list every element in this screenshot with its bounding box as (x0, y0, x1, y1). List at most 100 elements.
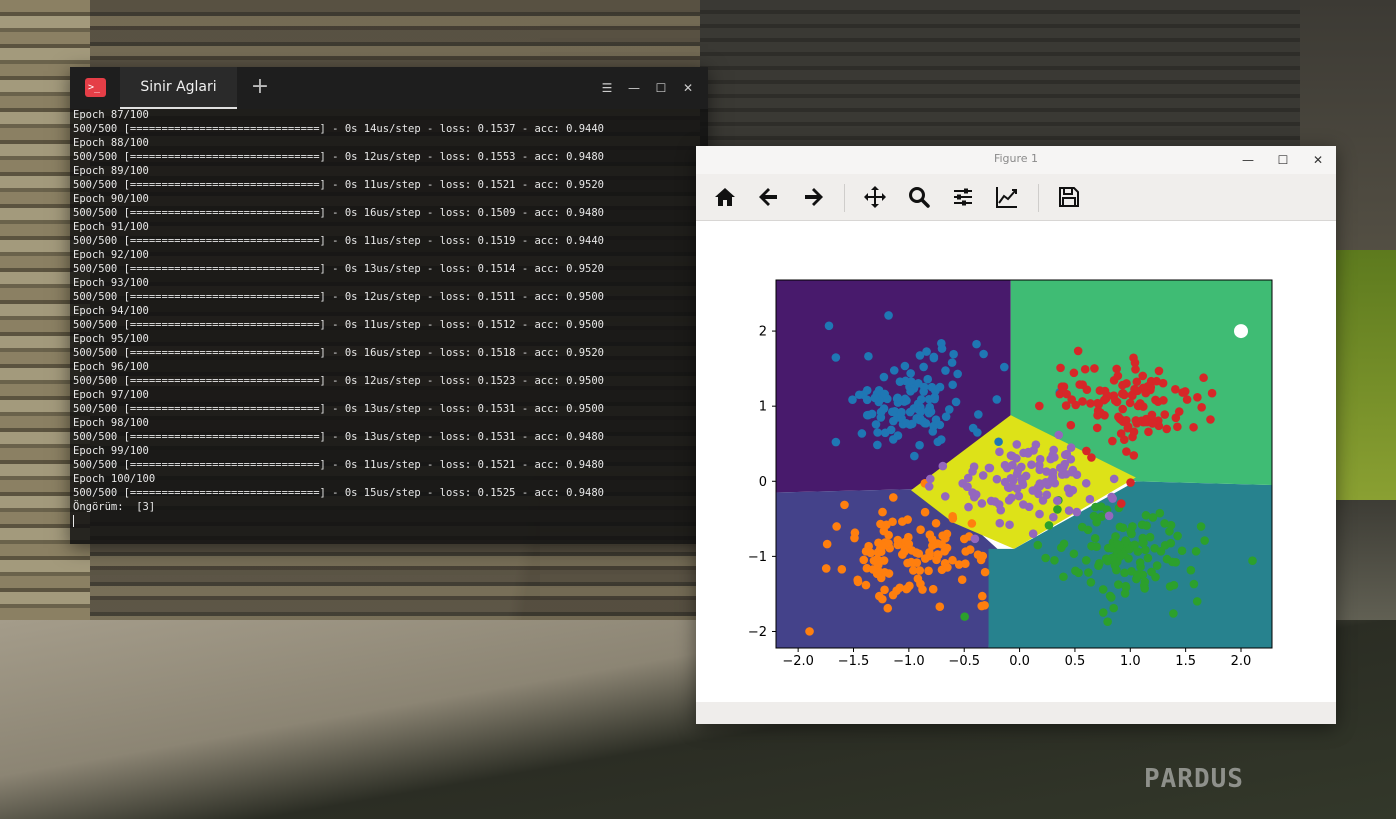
data-point (1066, 443, 1076, 452)
data-point (1083, 525, 1093, 535)
data-point (978, 471, 988, 480)
data-point (944, 405, 954, 414)
data-point (1155, 508, 1165, 518)
terminal-line: 500/500 [==============================]… (73, 151, 605, 163)
data-point (805, 627, 814, 636)
data-point (1131, 365, 1140, 374)
data-point (992, 474, 1002, 484)
data-point (1035, 454, 1045, 464)
data-point (1100, 386, 1110, 396)
chart-canvas[interactable]: −2.0 −1.5 −1.0 −0.5 0.0 0.5 1.0 1.5 2.0 −2 −1 0 1 2 (696, 220, 1336, 702)
terminal-line: 500/500 [==============================]… (73, 375, 605, 387)
data-point (1206, 415, 1215, 424)
data-point (870, 393, 880, 403)
data-point (961, 559, 970, 569)
data-point (1080, 364, 1090, 374)
data-point (1116, 499, 1126, 508)
data-point (1193, 393, 1202, 402)
subplots-icon[interactable] (948, 182, 978, 212)
terminal-menu-button[interactable]: ☰ (601, 81, 613, 95)
figure-close-button[interactable]: ✕ (1312, 153, 1324, 167)
back-arrow-icon[interactable] (754, 182, 784, 212)
data-point (831, 437, 841, 447)
data-point (1148, 513, 1158, 522)
data-point (1171, 384, 1180, 394)
data-point (925, 547, 934, 557)
data-point (1031, 440, 1041, 449)
data-point (1133, 386, 1142, 396)
data-point (1151, 395, 1160, 405)
data-point (1109, 603, 1118, 613)
data-point (920, 507, 930, 517)
data-point (935, 602, 945, 611)
terminal-maximize-button[interactable]: ☐ (655, 81, 667, 95)
data-point (1112, 397, 1122, 407)
terminal-output[interactable]: Epoch 87/100 500/500 [===================… (73, 108, 705, 538)
data-point (1041, 477, 1051, 487)
data-point (1086, 578, 1096, 587)
edit-axes-icon[interactable] (992, 182, 1022, 212)
data-point (919, 362, 928, 372)
data-point (1122, 447, 1131, 456)
data-point (871, 420, 881, 429)
data-point (1081, 478, 1091, 488)
data-point (1058, 382, 1068, 392)
data-point (1121, 536, 1130, 545)
figure-maximize-button[interactable]: ☐ (1277, 153, 1289, 167)
data-point (872, 569, 882, 579)
data-point (959, 534, 969, 544)
data-point (1129, 451, 1139, 460)
data-point (1173, 531, 1182, 541)
pan-icon[interactable] (860, 182, 890, 212)
data-point (861, 580, 871, 590)
data-point (1053, 505, 1062, 514)
data-point (883, 603, 893, 613)
data-point (921, 419, 931, 428)
data-point (1046, 454, 1055, 464)
terminal-window[interactable]: >_ Sinir Aglari + ☰ — ☐ ✕ Epoch 87/100 50… (70, 67, 708, 544)
zoom-icon[interactable] (904, 182, 934, 212)
save-icon[interactable] (1054, 182, 1084, 212)
data-point (873, 428, 882, 437)
data-point (1162, 554, 1172, 564)
data-point (961, 547, 970, 556)
figure-minimize-button[interactable]: — (1242, 153, 1254, 167)
terminal-close-button[interactable]: ✕ (682, 81, 694, 95)
data-point (911, 548, 921, 557)
data-point (1028, 486, 1038, 495)
terminal-titlebar[interactable]: >_ Sinir Aglari + ☰ — ☐ ✕ (70, 67, 708, 109)
data-point (1097, 512, 1106, 521)
data-point (878, 507, 887, 517)
data-point (1112, 364, 1121, 374)
forward-arrow-icon[interactable] (798, 182, 828, 212)
data-point (1090, 533, 1100, 543)
data-point (1196, 522, 1206, 531)
data-point (1200, 536, 1209, 545)
y-tick-label: 2 (759, 325, 767, 340)
terminal-minimize-button[interactable]: — (628, 81, 640, 95)
data-point (964, 502, 973, 512)
data-point (1138, 533, 1148, 543)
data-point (1021, 471, 1031, 481)
new-tab-button[interactable]: + (250, 74, 270, 99)
data-point (1132, 377, 1142, 387)
data-point (1027, 460, 1036, 469)
data-point (1113, 371, 1123, 381)
terminal-tab[interactable]: Sinir Aglari (120, 67, 237, 109)
data-point (893, 535, 903, 545)
data-point (1012, 469, 1022, 479)
data-point (884, 539, 893, 548)
figure-titlebar[interactable]: Figure 1 — ☐ ✕ (696, 146, 1336, 174)
y-tick-label: 1 (759, 400, 767, 415)
data-point (974, 410, 983, 419)
figure-window[interactable]: Figure 1 — ☐ ✕ (696, 146, 1336, 724)
data-point (941, 366, 950, 375)
terminal-line: Epoch 92/100 (73, 249, 149, 261)
data-point (925, 530, 935, 539)
data-point (1112, 557, 1122, 566)
data-point (979, 349, 988, 359)
data-point (888, 590, 898, 600)
data-point (1138, 402, 1148, 411)
home-icon[interactable] (710, 182, 740, 212)
x-tick-label: 2.0 (1231, 654, 1252, 669)
